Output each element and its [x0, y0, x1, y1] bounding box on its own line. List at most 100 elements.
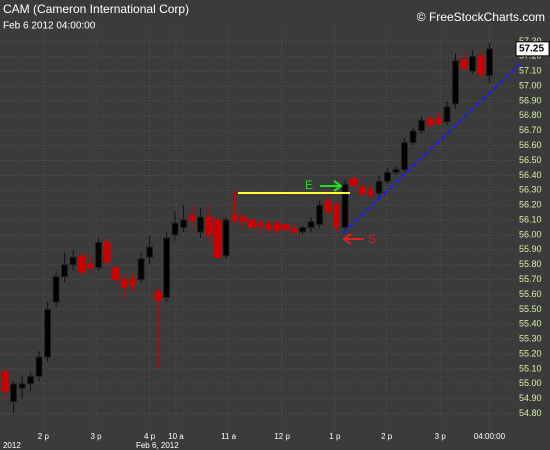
- y-tick-label: 55.40: [519, 319, 542, 329]
- candle-body: [426, 118, 434, 126]
- candle-body: [324, 200, 332, 212]
- x-date-label: 2012: [3, 441, 21, 450]
- candles: [1, 42, 493, 414]
- y-tick-label: 55.80: [519, 259, 542, 269]
- chart-subtitle: Feb 6 2012 04:00:00: [3, 21, 96, 32]
- grid: [0, 28, 515, 430]
- candle-body: [197, 216, 205, 233]
- candle-body: [477, 55, 485, 75]
- candle-body: [27, 375, 35, 385]
- last-price-box: [515, 41, 550, 57]
- x-tick-label: 11 a: [221, 432, 237, 441]
- candle-body: [290, 228, 298, 233]
- y-tick-label: 56.70: [519, 125, 542, 135]
- candle-body: [248, 219, 256, 229]
- x-date-label: Feb 6, 2012: [136, 441, 179, 450]
- candle-body: [282, 224, 290, 230]
- candle-body: [299, 227, 307, 233]
- y-tick-label: 55.90: [519, 244, 542, 254]
- entry-label: E: [305, 178, 313, 192]
- candle-body: [486, 48, 493, 77]
- x-tick-label: 4 p: [144, 432, 156, 441]
- y-tick-label: 55.50: [519, 304, 542, 314]
- candle-body: [95, 241, 103, 269]
- x-tick-label: 1 p: [329, 432, 341, 441]
- last-price-label: 57.25: [519, 43, 544, 54]
- candle-body: [112, 267, 120, 281]
- y-tick-label: 56.60: [519, 140, 542, 150]
- candle-body: [44, 308, 52, 358]
- y-tick-label: 56.00: [519, 229, 542, 239]
- y-tick-label: 54.90: [519, 393, 542, 403]
- candle-body: [401, 142, 408, 170]
- y-tick-label: 56.10: [519, 214, 542, 224]
- candle-body: [52, 276, 60, 303]
- candle-body: [392, 168, 400, 173]
- candle-body: [469, 55, 476, 72]
- candle-body: [69, 256, 77, 266]
- y-tick-label: 56.40: [519, 170, 542, 180]
- candle-body: [129, 279, 137, 287]
- candle-body: [137, 258, 145, 281]
- y-tick-label: 55.30: [519, 334, 542, 344]
- candle-body: [188, 215, 196, 221]
- x-tick-label: 12 p: [274, 432, 290, 441]
- candle-body: [154, 291, 162, 301]
- x-tick-label: 3 p: [90, 432, 102, 441]
- candle-body: [78, 255, 86, 273]
- candle-body: [146, 246, 154, 258]
- candle-body: [10, 383, 18, 403]
- candle-body: [180, 219, 188, 229]
- candle-body: [256, 222, 264, 227]
- trend-line: [342, 61, 523, 234]
- y-tick-label: 56.90: [519, 95, 542, 105]
- stop-arrow: [342, 233, 364, 245]
- candle-body: [171, 222, 179, 236]
- candle-body: [435, 118, 442, 124]
- y-tick-label: 56.30: [519, 185, 542, 195]
- candle-body: [307, 221, 315, 229]
- y-tick-label: 55.10: [519, 363, 542, 373]
- candle-body: [103, 241, 111, 263]
- y-tick-label: 57.30: [519, 36, 542, 46]
- candle-body: [239, 216, 247, 223]
- candle-body: [86, 264, 94, 269]
- x-tick-label: 3 p: [435, 432, 447, 441]
- x-tick-label: 10 a: [168, 432, 184, 441]
- candle-body: [222, 219, 230, 257]
- candle-body: [333, 204, 341, 227]
- y-tick-label: 56.20: [519, 200, 542, 210]
- candle-body: [18, 383, 26, 389]
- y-tick-label: 54.80: [519, 408, 542, 418]
- x-tick-label: 2 p: [38, 432, 50, 441]
- x-tick-label: 2 p: [381, 432, 393, 441]
- candle-body: [120, 279, 128, 288]
- watermark: © FreeStockCharts.com: [417, 10, 545, 24]
- candle-body: [316, 204, 324, 226]
- y-tick-label: 57.00: [519, 80, 542, 90]
- candle-body: [205, 216, 213, 236]
- candle-body: [460, 58, 468, 69]
- entry-arrow: [320, 180, 343, 192]
- candle-body: [452, 60, 459, 105]
- candle-body: [35, 356, 43, 377]
- candle-body: [341, 183, 349, 229]
- y-tick-label: 57.10: [519, 66, 542, 76]
- x-tick-label: 04:00:00: [474, 432, 506, 441]
- candle-body: [265, 224, 273, 230]
- candle-body: [358, 186, 366, 194]
- axes: 57.3057.2057.1057.0056.9056.8056.7056.60…: [3, 36, 550, 450]
- y-tick-label: 55.00: [519, 378, 542, 388]
- candle-body: [231, 215, 239, 221]
- candle-body: [350, 177, 358, 187]
- stop-label: S: [368, 232, 376, 246]
- y-tick-label: 56.80: [519, 110, 542, 120]
- candle-body: [367, 189, 375, 196]
- y-tick-label: 55.20: [519, 348, 542, 358]
- candle-body: [384, 171, 391, 182]
- candle-body: [443, 106, 451, 123]
- candle-body: [1, 371, 9, 392]
- candle-body: [61, 264, 69, 278]
- y-tick-label: 55.60: [519, 289, 542, 299]
